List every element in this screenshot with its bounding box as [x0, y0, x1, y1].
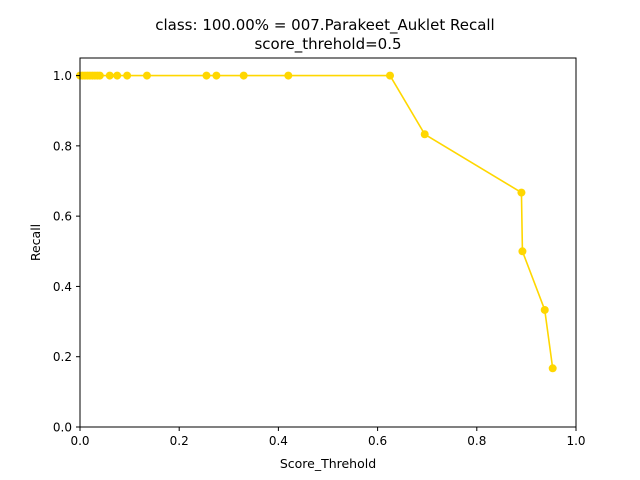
data-point [105, 71, 114, 80]
data-point [202, 71, 211, 80]
data-point [420, 130, 429, 139]
y-tick-label: 1.0 [53, 69, 72, 83]
data-point [517, 188, 526, 197]
x-tick-label: 0.0 [70, 434, 89, 448]
y-axis-label: Recall [28, 224, 43, 261]
data-point [284, 71, 293, 80]
plot-frame [79, 57, 577, 428]
y-tick-label: 0.6 [53, 210, 72, 224]
y-tick-label: 0.4 [53, 280, 72, 294]
chart-title: class: 100.00% = 007.Parakeet_Auklet Rec… [155, 16, 494, 35]
series-layer [76, 71, 557, 373]
x-tick-label: 0.6 [368, 434, 387, 448]
x-axis-ticks: 0.0 0.2 0.4 0.6 0.8 1.0 [70, 427, 586, 448]
data-point [548, 364, 557, 373]
data-point [239, 71, 248, 80]
data-point [113, 71, 122, 80]
y-tick-label: 0.8 [53, 139, 72, 153]
data-point [212, 71, 221, 80]
chart-subtitle: score_threhold=0.5 [254, 35, 401, 54]
y-tick-label: 0.0 [53, 421, 72, 435]
x-tick-label: 0.2 [170, 434, 189, 448]
y-tick-label: 0.2 [53, 350, 72, 364]
data-point [142, 71, 151, 80]
data-point [540, 305, 549, 314]
data-point [95, 71, 104, 80]
y-axis-ticks: 0.0 0.2 0.4 0.6 0.8 1.0 [53, 69, 80, 435]
data-point [123, 71, 132, 80]
x-axis-label: Score_Threhold [280, 456, 376, 471]
data-point [386, 71, 394, 80]
data-point [518, 247, 527, 256]
x-tick-label: 0.4 [269, 434, 288, 448]
x-tick-label: 0.8 [467, 434, 486, 448]
x-tick-label: 1.0 [566, 434, 585, 448]
